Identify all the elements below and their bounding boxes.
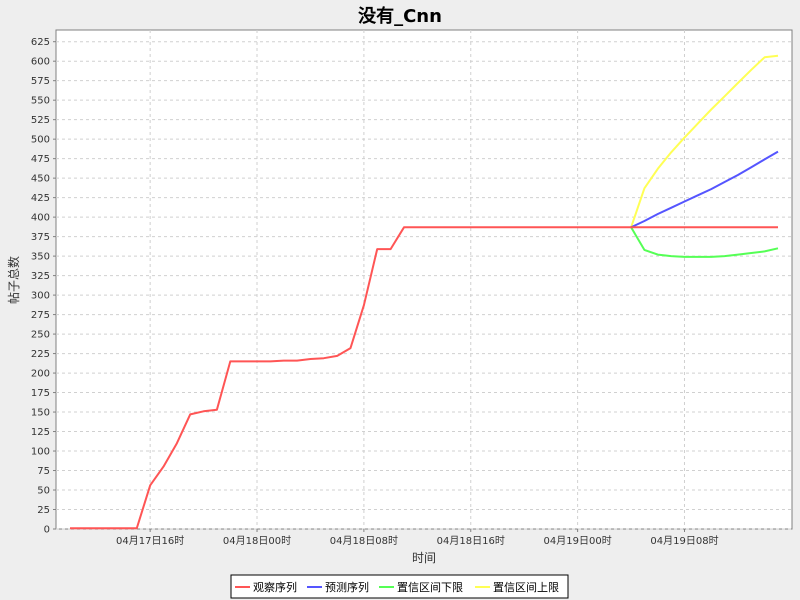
x-tick-label: 04月18日08时 bbox=[330, 535, 398, 547]
y-tick-label: 300 bbox=[31, 291, 50, 302]
legend-label-4: 置信区间上限 bbox=[493, 581, 559, 594]
y-tick-label: 225 bbox=[31, 349, 50, 360]
y-tick-label: 150 bbox=[31, 408, 50, 419]
legend-label-2: 预测序列 bbox=[325, 580, 369, 594]
y-tick-label: 25 bbox=[37, 505, 50, 516]
legend-label-1: 观察序列 bbox=[253, 580, 297, 594]
y-tick-label: 525 bbox=[31, 115, 50, 126]
y-tick-label: 600 bbox=[31, 57, 50, 68]
x-tick-label: 04月19日08时 bbox=[650, 535, 718, 547]
x-tick-label: 04月17日16时 bbox=[116, 535, 184, 547]
y-tick-label: 125 bbox=[31, 427, 50, 438]
y-tick-label: 50 bbox=[37, 486, 50, 497]
y-tick-label: 450 bbox=[31, 174, 50, 185]
y-tick-label: 325 bbox=[31, 271, 50, 282]
x-axis-label: 时间 bbox=[412, 551, 436, 565]
y-tick-label: 0 bbox=[44, 525, 50, 536]
y-tick-label: 550 bbox=[31, 96, 50, 107]
y-tick-label: 375 bbox=[31, 232, 50, 243]
y-tick-label: 475 bbox=[31, 154, 50, 165]
series-line-3 bbox=[630, 226, 779, 258]
y-tick-label: 500 bbox=[31, 135, 50, 146]
legend-box bbox=[230, 574, 569, 599]
series-lines bbox=[70, 54, 779, 530]
series-line-1 bbox=[70, 226, 778, 530]
x-tick-label: 04月18日16时 bbox=[437, 535, 505, 547]
y-tick-label: 75 bbox=[37, 466, 50, 477]
y-tick-label: 625 bbox=[31, 37, 50, 48]
x-tick-label: 04月19日00时 bbox=[544, 535, 612, 547]
legend: 观察序列 预测序列 置信区间下限 置信区间上限 bbox=[230, 574, 569, 599]
y-tick-label: 425 bbox=[31, 193, 50, 204]
series-line-4 bbox=[630, 54, 779, 228]
legend-label-3: 置信区间下限 bbox=[397, 581, 463, 594]
y-tick-label: 100 bbox=[31, 447, 50, 458]
x-tick-label: 04月18日00时 bbox=[223, 535, 291, 547]
y-tick-label: 350 bbox=[31, 252, 50, 263]
y-tick-label: 250 bbox=[31, 330, 50, 341]
y-tick-label: 175 bbox=[31, 388, 50, 399]
y-tick-label: 575 bbox=[31, 76, 50, 87]
grid bbox=[56, 30, 792, 530]
plot-area bbox=[55, 29, 793, 530]
series-line-2 bbox=[630, 150, 779, 229]
y-tick-label: 275 bbox=[31, 310, 50, 321]
y-tick-label: 400 bbox=[31, 213, 50, 224]
y-tick-label: 200 bbox=[31, 369, 50, 380]
chart-title: 没有_Cnn bbox=[358, 6, 442, 27]
axes: 0 25 50 75 100 125 150 175 200 225 250 275 300 325 350… bbox=[31, 37, 719, 547]
y-axis-label: 帖子总数 bbox=[6, 256, 21, 304]
